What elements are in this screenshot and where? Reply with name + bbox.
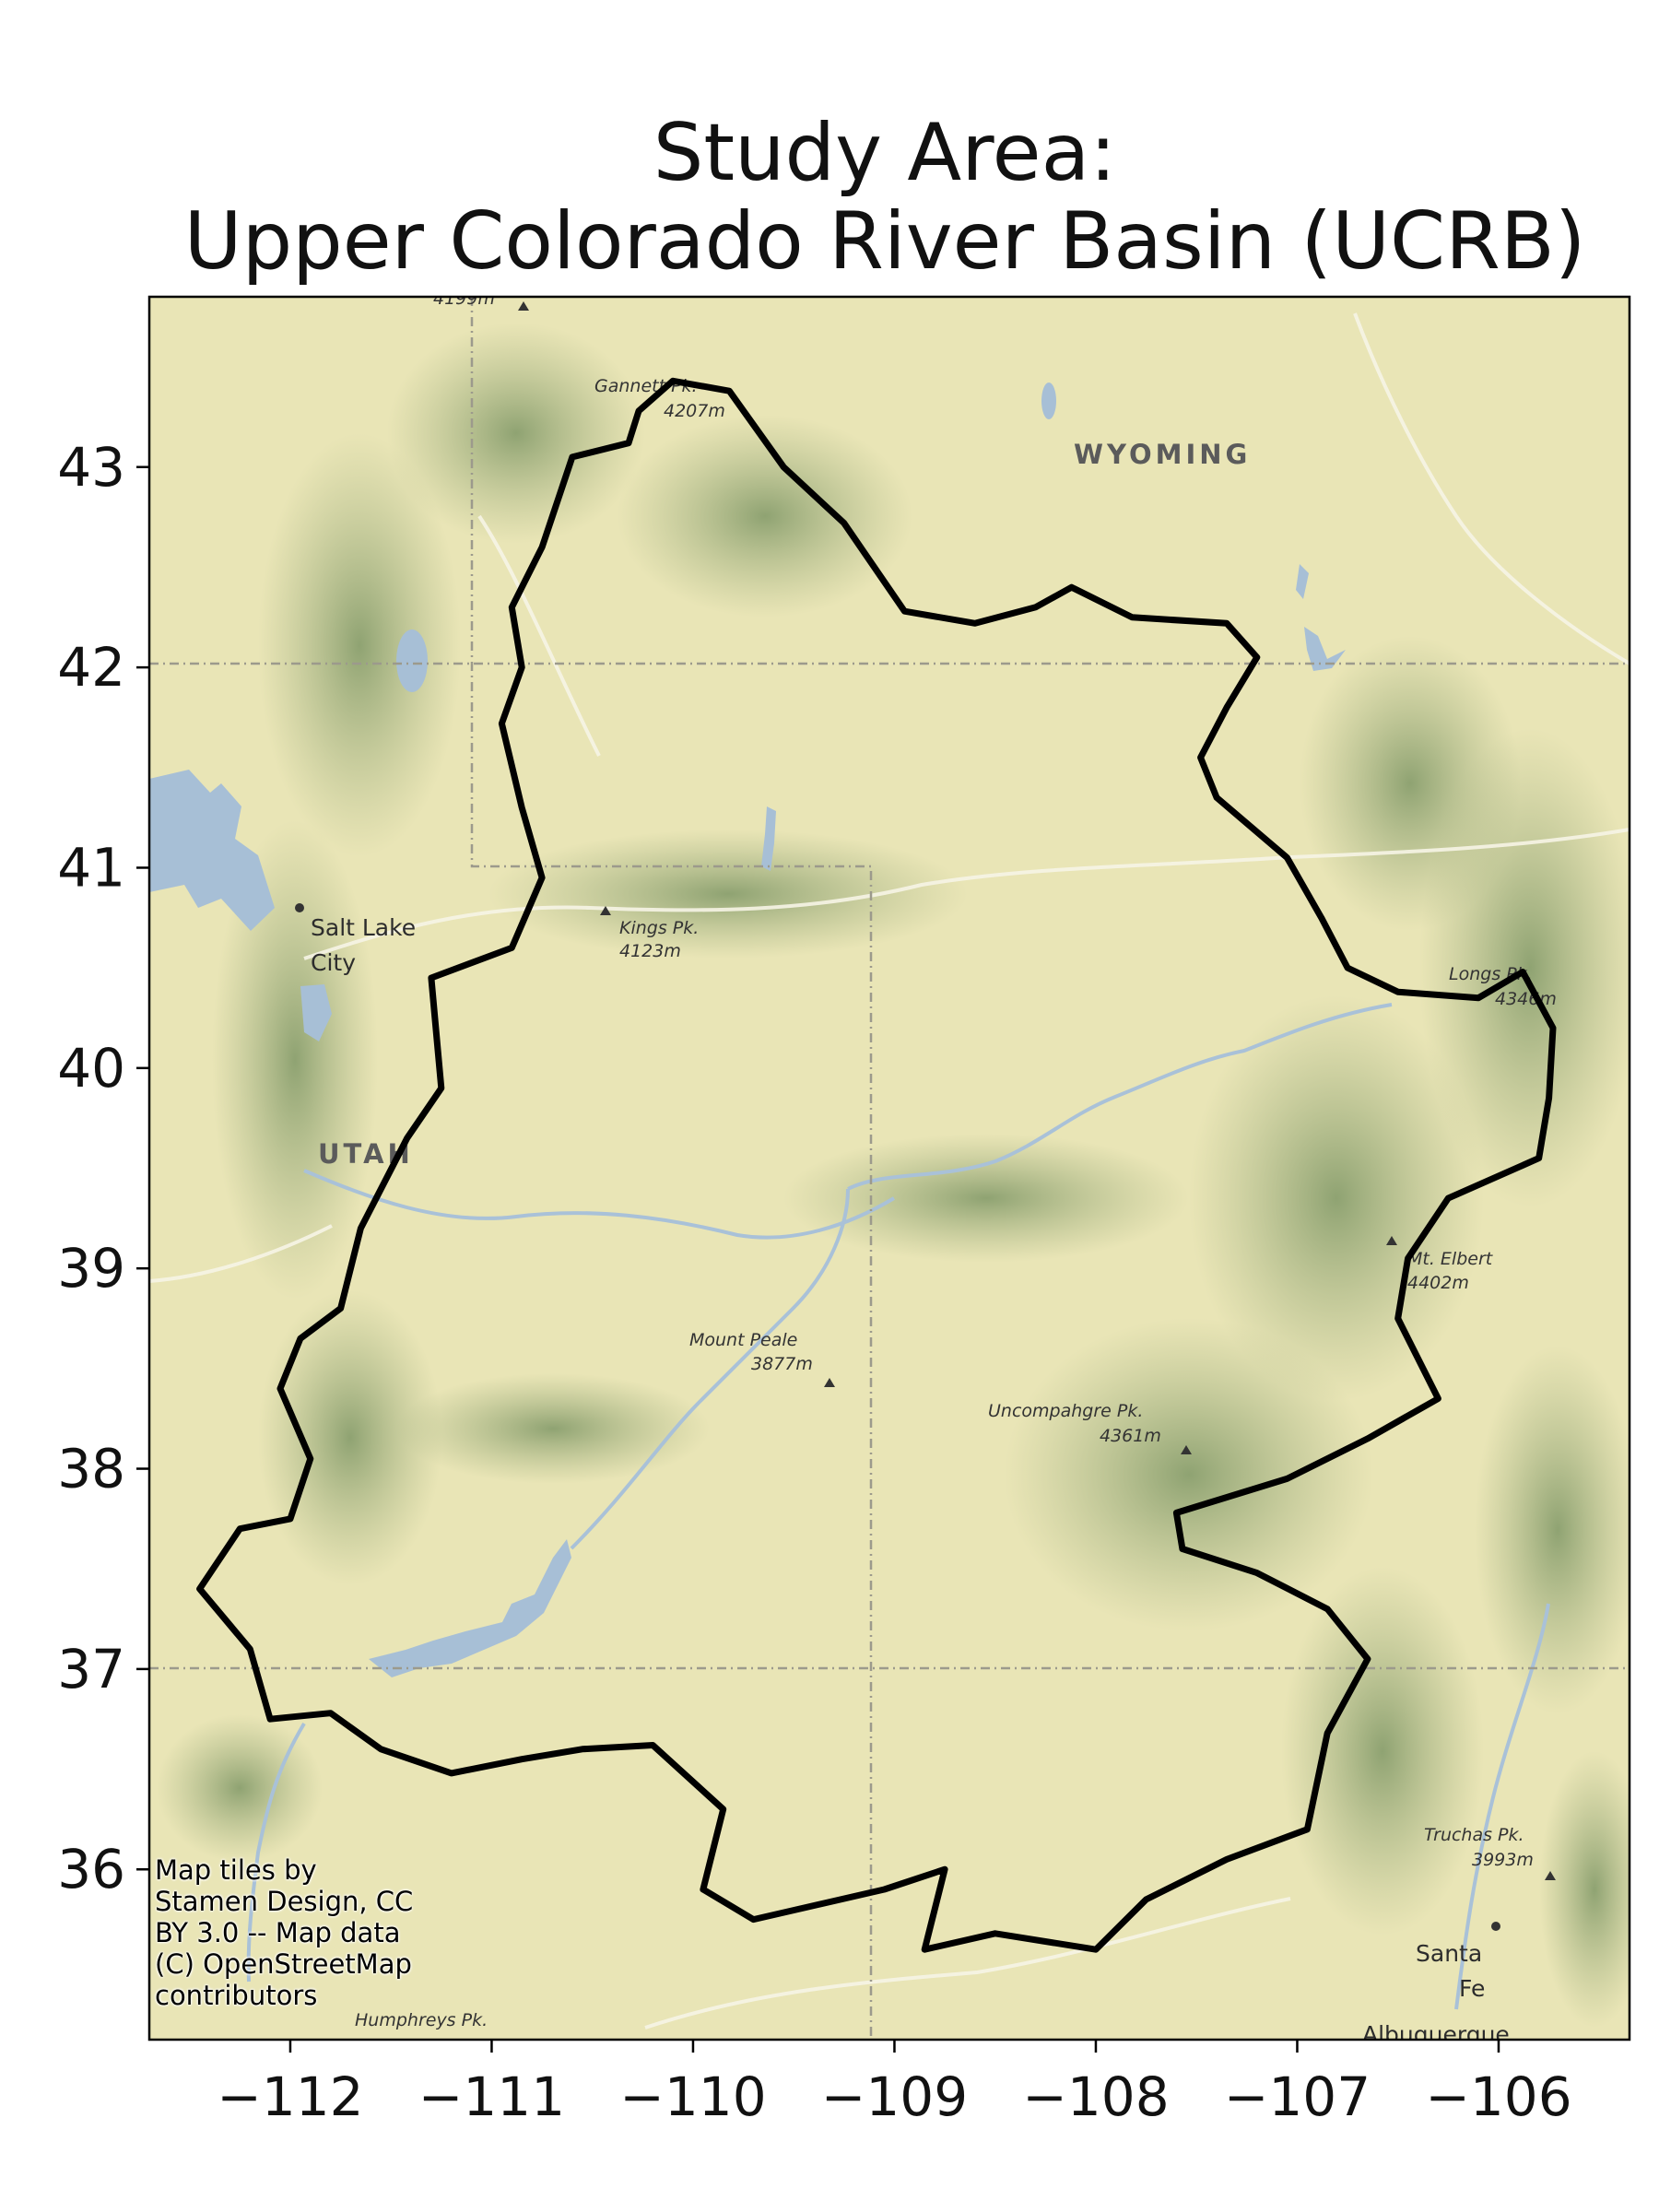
roads-and-boundaries — [149, 312, 1630, 2030]
label-slc-2: City — [311, 949, 356, 976]
y-tick-label: 36 — [57, 1838, 125, 1900]
great-salt-lake — [149, 770, 275, 931]
label-wyoming: WYOMING — [1074, 439, 1251, 470]
rivers — [246, 1003, 1550, 2010]
peak-markers — [295, 301, 1556, 1931]
x-tick-label: −111 — [418, 2065, 565, 2128]
title-line-2: Upper Colorado River Basin (UCRB) — [183, 195, 1586, 288]
chart-title: Study Area: Upper Colorado River Basin (… — [147, 109, 1622, 286]
y-tick-label: 39 — [57, 1237, 125, 1300]
attribution-line: contributors — [155, 1980, 318, 2011]
label-gannett-name: Gannett Pk. — [594, 376, 698, 396]
attribution-line: Map tiles by — [155, 1854, 317, 1886]
y-tick-label: 38 — [57, 1438, 125, 1500]
x-tick-label: −107 — [1224, 2065, 1371, 2128]
y-tick-label: 37 — [57, 1638, 125, 1700]
title-line-1: Study Area: — [653, 107, 1117, 199]
x-tick-label: −106 — [1425, 2065, 1571, 2128]
y-tick-label: 41 — [57, 836, 125, 899]
label-top-elev: 4199m — [433, 288, 495, 309]
x-tick-label: −110 — [619, 2065, 766, 2128]
bear-lake — [396, 629, 428, 692]
x-axis: −112 −111 −110 −109 −108 −107 −106 — [217, 2040, 1572, 2128]
label-truchas-elev: 3993m — [1472, 1850, 1534, 1870]
label-peale-name: Mount Peale — [689, 1330, 797, 1350]
label-kings-name: Kings Pk. — [619, 918, 699, 938]
axes-frame — [147, 295, 1631, 2041]
state-borders — [149, 297, 1630, 2040]
water-features — [149, 382, 1346, 1677]
attribution-line: Stamen Design, CC — [155, 1886, 414, 1917]
label-truchas-name: Truchas Pk. — [1424, 1825, 1524, 1845]
boysen-reservoir — [1296, 564, 1309, 599]
attribution-line: (C) OpenStreetMap — [155, 1948, 412, 1980]
x-tick-label: −112 — [217, 2065, 363, 2128]
map-attribution: Map tiles by Stamen Design, CC BY 3.0 -- M… — [155, 1854, 468, 2011]
label-kings-elev: 4123m — [619, 941, 681, 961]
label-santa-fe-2: Fe — [1459, 1975, 1485, 2002]
x-tick-label: −108 — [1022, 2065, 1169, 2128]
label-uncompahgre-elev: 4361m — [1100, 1426, 1161, 1446]
flaming-gorge — [761, 806, 776, 871]
label-peale-elev: 3877m — [751, 1354, 813, 1374]
attribution-line: BY 3.0 -- Map data — [155, 1917, 401, 1948]
label-albuquerque: Albuquerque — [1362, 2021, 1510, 2048]
label-slc-1: Salt Lake — [311, 914, 416, 941]
x-tick-label: −109 — [821, 2065, 968, 2128]
ucrb-boundary — [196, 377, 1557, 1953]
y-tick-label: 43 — [57, 436, 125, 499]
label-longs-elev: 4346m — [1495, 989, 1557, 1009]
label-santa-fe-1: Santa — [1416, 1940, 1482, 1967]
utah-lake — [300, 984, 332, 1041]
basemap: WYOMING UTAH Salt Lake City Santa Fe Alb… — [149, 288, 1630, 2048]
y-tick-label: 40 — [57, 1037, 125, 1100]
label-elbert-elev: 4402m — [1407, 1273, 1469, 1293]
y-axis: 36 37 38 39 40 41 42 43 — [57, 436, 149, 1900]
y-tick-label: 42 — [57, 636, 125, 699]
label-humphreys-name: Humphreys Pk. — [355, 2010, 488, 2030]
pathfinder-reservoir — [1304, 627, 1346, 671]
terrain-shading — [157, 323, 1630, 2028]
lake-powell — [369, 1539, 571, 1677]
label-gannett-elev: 4207m — [664, 401, 725, 421]
label-uncompahgre-name: Uncompahgre Pk. — [988, 1401, 1143, 1421]
label-elbert-name: Mt. Elbert — [1407, 1249, 1494, 1269]
